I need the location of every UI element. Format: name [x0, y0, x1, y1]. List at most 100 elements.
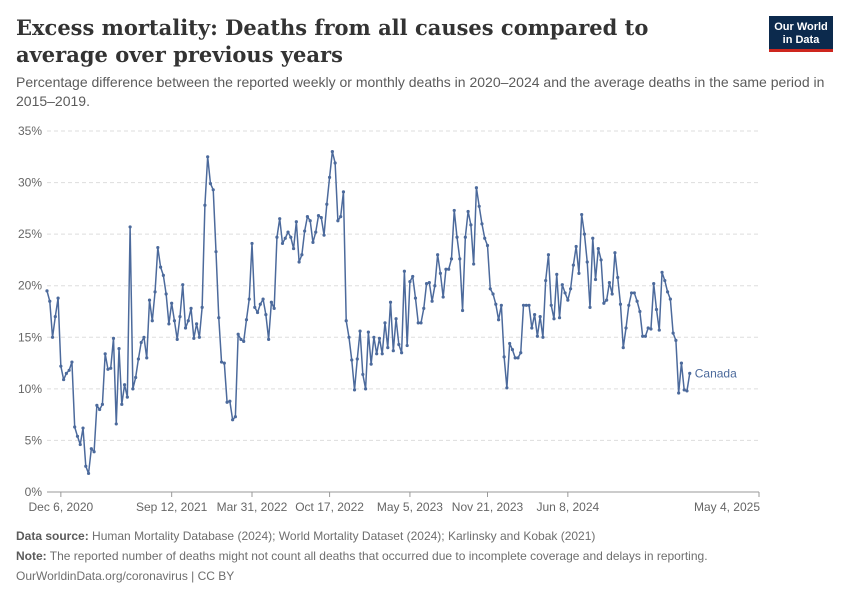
x-tick-label-5: Nov 21, 2023 — [452, 500, 524, 514]
data-point-37 — [147, 298, 152, 302]
data-point-140 — [433, 284, 437, 288]
data-point-38 — [150, 319, 154, 323]
data-point-127 — [397, 342, 401, 347]
data-point-201 — [602, 301, 606, 305]
data-point-66 — [228, 399, 232, 403]
data-point-184 — [555, 272, 559, 276]
data-point-150 — [460, 308, 465, 313]
data-point-108 — [344, 319, 348, 323]
data-point-172 — [521, 303, 526, 307]
data-point-181 — [546, 253, 551, 257]
data-point-209 — [624, 326, 628, 330]
data-point-122 — [383, 321, 387, 325]
data-point-79 — [264, 312, 268, 317]
y-tick-label-15: 15% — [18, 330, 42, 344]
data-point-80 — [267, 337, 271, 341]
data-point-19 — [98, 407, 102, 412]
data-point-74 — [250, 241, 254, 246]
data-point-90 — [294, 220, 298, 224]
data-point-9 — [70, 360, 74, 364]
data-point-212 — [632, 291, 636, 295]
data-point-200 — [599, 258, 603, 262]
data-point-207 — [618, 302, 623, 306]
y-tick-label-10: 10% — [18, 382, 42, 396]
data-point-134 — [416, 321, 420, 325]
x-tick-label-1: Sep 12, 2021 — [136, 500, 208, 514]
data-point-128 — [400, 351, 404, 355]
data-point-77 — [258, 302, 262, 306]
data-point-60 — [211, 188, 215, 192]
data-point-5 — [59, 364, 63, 368]
data-point-104 — [333, 161, 337, 165]
data-point-149 — [458, 257, 462, 261]
data-point-100 — [322, 233, 326, 237]
data-point-97 — [314, 230, 318, 234]
y-tick-label-25: 25% — [18, 227, 42, 241]
data-point-72 — [244, 318, 249, 322]
data-point-195 — [585, 260, 589, 264]
data-point-156 — [477, 204, 481, 208]
data-point-58 — [206, 155, 210, 159]
data-point-53 — [192, 336, 196, 340]
x-tick-label-2: Mar 31, 2022 — [217, 500, 288, 514]
data-point-82 — [272, 306, 276, 311]
gridlines — [47, 130, 759, 441]
data-point-62 — [217, 316, 221, 320]
data-point-11 — [75, 434, 80, 438]
data-point-232 — [688, 371, 692, 375]
data-point-130 — [405, 343, 409, 348]
data-point-221 — [657, 328, 661, 332]
data-point-116 — [366, 330, 370, 334]
x-axis: Dec 6, 2020 Sep 12, 2021 Mar 31, 2022 Oct 1… — [28, 491, 760, 514]
data-point-69 — [236, 332, 240, 336]
data-point-186 — [560, 283, 564, 287]
data-point-39 — [153, 290, 157, 294]
data-point-141 — [436, 253, 440, 257]
data-point-29 — [125, 395, 129, 399]
x-tick-label-3: Oct 17, 2022 — [295, 500, 364, 514]
y-tick-label-20: 20% — [18, 279, 42, 293]
data-point-4 — [56, 296, 60, 300]
series-canada[interactable]: Canada — [45, 150, 737, 476]
data-point-206 — [616, 275, 620, 280]
logo-line-2: in Data — [782, 33, 820, 46]
logo-line-1: Our World — [774, 20, 828, 33]
data-point-177 — [535, 334, 539, 338]
source-link[interactable]: OurWorldinData.org/coronavirus | CC BY — [16, 569, 235, 583]
data-point-196 — [588, 305, 592, 309]
data-point-46 — [172, 319, 177, 323]
data-point-55 — [197, 335, 201, 339]
data-point-205 — [613, 251, 617, 255]
data-point-144 — [444, 267, 448, 271]
data-point-124 — [388, 300, 393, 304]
data-point-136 — [422, 306, 426, 311]
data-point-208 — [621, 346, 625, 350]
data-point-166 — [505, 386, 509, 390]
data-point-94 — [305, 215, 310, 219]
data-point-98 — [316, 213, 321, 218]
data-point-16 — [89, 447, 93, 451]
data-point-182 — [549, 303, 553, 307]
data-point-117 — [369, 362, 373, 366]
data-point-28 — [122, 383, 127, 387]
data-point-75 — [253, 305, 257, 309]
data-point-142 — [438, 271, 442, 275]
data-point-34 — [139, 340, 143, 345]
chart-title: Excess mortality: Deaths from all causes… — [16, 15, 649, 67]
data-point-192 — [577, 271, 581, 275]
data-point-52 — [189, 306, 193, 311]
data-point-151 — [463, 235, 467, 239]
data-point-63 — [219, 360, 224, 364]
note-label: Note: — [16, 549, 47, 563]
data-point-211 — [629, 291, 634, 295]
owid-logo[interactable]: Our World in Data — [769, 16, 833, 52]
data-point-25 — [114, 422, 118, 426]
data-point-59 — [208, 182, 213, 186]
data-point-135 — [419, 321, 423, 325]
data-point-169 — [513, 356, 517, 360]
data-point-123 — [386, 346, 390, 350]
data-point-68 — [233, 415, 237, 419]
data-point-89 — [291, 246, 296, 251]
data-point-163 — [496, 318, 501, 322]
data-point-120 — [377, 336, 382, 340]
